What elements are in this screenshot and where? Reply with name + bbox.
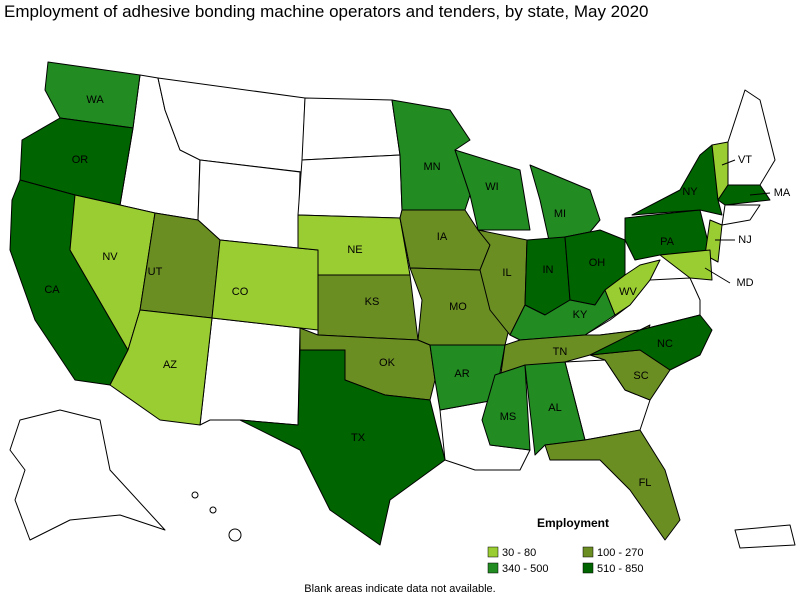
state-label: PA [660,236,675,248]
state-label: OR [72,154,89,166]
state-blank [721,204,761,226]
state-label: WV [619,286,637,298]
state [239,349,446,546]
state-label: CA [44,284,60,296]
legend-title: Employment [537,516,609,530]
state-label: MO [449,301,467,313]
state-label: MS [500,411,517,423]
state-label: MA [774,187,791,199]
state-blank [199,317,301,426]
state-label: CO [232,286,249,298]
state [717,184,771,206]
state-blank [734,524,796,549]
state-label: NV [102,251,118,263]
state-label: AZ [163,359,177,371]
state-label: MD [736,277,753,289]
legend-label: 100 - 270 [597,547,643,559]
state [589,314,713,371]
state-label: OH [589,257,606,269]
state-label: IN [543,264,554,276]
footnote: Blank areas indicate data not available. [304,583,495,595]
legend-label: 30 - 80 [502,547,536,559]
state-label: IA [437,231,448,243]
states: WA OR CA NV UT AZ CO NE KS OK TX MN IA MO AR WI IL MI IN OH… [9,61,791,546]
state-label: NJ [738,234,751,246]
state-label: IL [502,267,511,279]
island-blank [228,528,242,542]
state-label: TX [351,432,366,444]
state-label: KS [365,296,380,308]
legend-label: 340 - 500 [502,563,548,575]
state-label: OK [379,357,396,369]
state-label: UT [148,266,163,278]
state-label: TN [553,346,568,358]
leader-line [721,159,736,166]
island-blank [191,491,199,499]
state-label: MN [423,161,440,173]
legend-label: 510 - 850 [597,563,643,575]
state-label: AR [454,368,469,380]
legend-swatch [487,546,499,558]
leader-line [749,192,771,196]
state-label: VT [738,154,752,166]
legend-swatch [582,562,594,574]
state-label: NE [347,244,362,256]
leader-line [704,267,731,284]
legend-swatch [582,546,594,558]
state-blank [301,97,401,161]
state [524,236,571,316]
state-label: WA [86,94,104,106]
state [429,344,506,411]
state-label: NC [657,338,673,350]
state-label: SC [633,370,648,382]
state-blank [727,89,776,186]
state-label: KY [573,309,588,321]
state-blank [9,409,166,541]
legend: 30 - 80 100 - 270 340 - 500 510 - 850 [487,546,643,575]
state [631,144,723,216]
state-label: MI [554,208,566,220]
state [481,364,531,451]
state-label: AL [548,402,561,414]
island-blank [209,506,217,514]
state-blank [297,154,403,219]
state-label: NY [682,186,698,198]
state [454,149,531,231]
state [544,429,681,541]
title: Employment of adhesive bonding machine o… [4,2,649,21]
state [211,239,319,331]
legend-swatch [487,562,499,574]
state [604,259,661,316]
state-label: WI [485,181,498,193]
state [659,249,713,281]
state-label: FL [639,477,652,489]
